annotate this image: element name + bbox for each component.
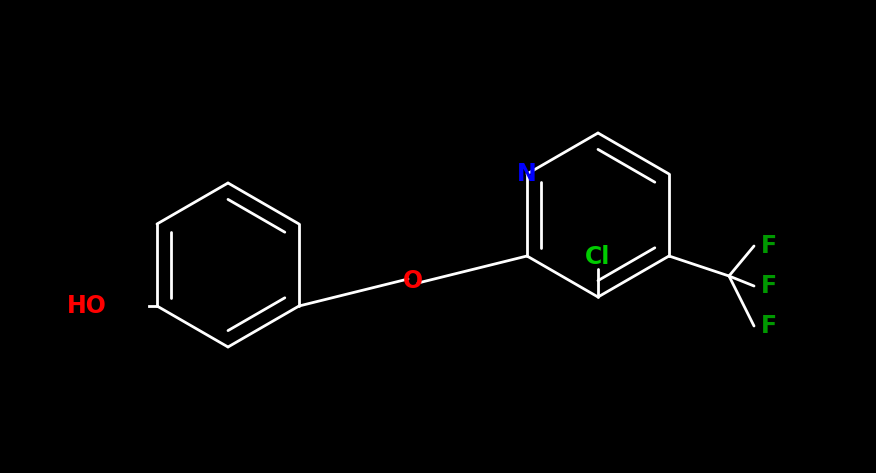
Text: O: O	[403, 269, 423, 293]
Text: F: F	[761, 314, 777, 338]
Text: F: F	[761, 274, 777, 298]
Text: HO: HO	[67, 294, 107, 318]
Text: N: N	[517, 162, 537, 186]
Text: F: F	[761, 234, 777, 258]
Text: Cl: Cl	[585, 245, 611, 269]
